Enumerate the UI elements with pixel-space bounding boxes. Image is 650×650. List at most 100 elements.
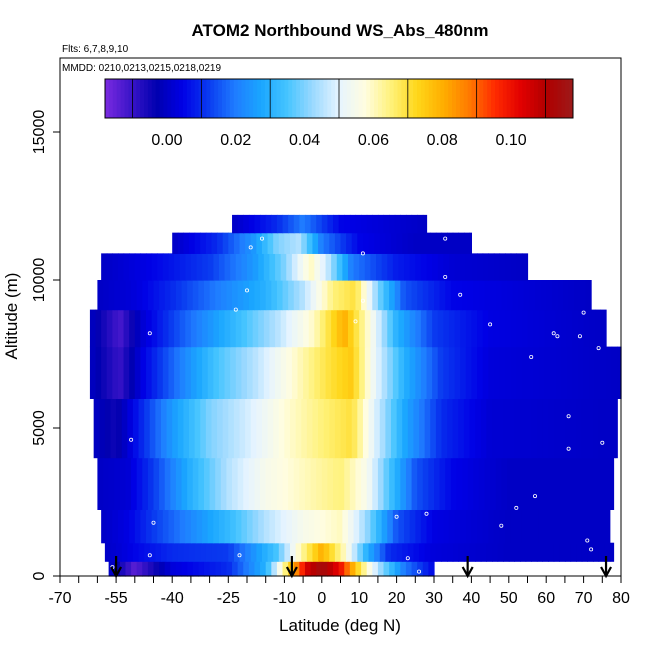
colorbar-segment (116, 79, 122, 118)
x-tick-label: 70 (575, 590, 593, 607)
heat-cell (108, 457, 115, 510)
heat-cell (316, 561, 323, 577)
heat-cell (443, 509, 450, 544)
heat-cell (400, 280, 407, 311)
heat-cell (263, 309, 271, 348)
colorbar-segment (132, 79, 137, 118)
colorbar-tick-label: 0.04 (289, 132, 320, 149)
colorbar-segment (186, 79, 192, 118)
colorbar-segment (284, 79, 289, 118)
colorbar-segment (432, 79, 437, 118)
heat-cell (564, 542, 572, 562)
heat-cell (121, 542, 128, 562)
heat-cell (594, 346, 602, 399)
heat-cell (168, 509, 175, 544)
heat-cell (288, 280, 295, 311)
heat-cell (97, 280, 104, 311)
heat-cell (89, 309, 97, 348)
x-tick-label: -40 (161, 590, 184, 607)
heat-cell (248, 457, 256, 510)
heat-cell (349, 561, 357, 577)
heat-cell (232, 214, 239, 234)
heat-cell (390, 232, 398, 254)
colorbar-tick-label: 0.08 (427, 132, 458, 149)
heat-cell (415, 253, 422, 281)
heat-cell (282, 561, 289, 577)
heat-cell (598, 542, 605, 562)
heat-cell (146, 253, 153, 281)
heat-cell (342, 346, 349, 399)
heat-cell (478, 280, 486, 311)
heat-cell (435, 232, 443, 254)
heat-cell (349, 214, 357, 234)
heat-cell (400, 561, 407, 577)
heat-cell (404, 346, 411, 399)
heat-cell (323, 398, 330, 459)
colorbar-segment (315, 79, 320, 118)
heat-cell (411, 561, 418, 577)
heat-cell (258, 309, 265, 348)
heat-cell (344, 214, 351, 234)
heat-cell (256, 232, 263, 254)
colorbar-segment (327, 79, 332, 118)
heat-cell (162, 309, 170, 348)
heat-cell (566, 346, 573, 399)
heat-cell (284, 398, 291, 459)
heat-cell (254, 214, 261, 234)
heat-cell (516, 346, 523, 399)
heat-cell (323, 542, 330, 562)
heat-cell (125, 280, 132, 311)
heat-cell (190, 309, 198, 348)
heat-cell (123, 346, 130, 399)
heat-cell (160, 542, 168, 562)
heat-cell (196, 509, 203, 544)
heat-cell (458, 398, 465, 459)
heat-cell (325, 253, 332, 281)
heat-cell (157, 346, 164, 399)
heat-cell (604, 398, 611, 459)
heat-cell (250, 398, 257, 459)
heat-cell (497, 398, 504, 459)
heat-cell (602, 457, 609, 510)
heat-cell (254, 457, 261, 510)
x-tick-label: 80 (612, 590, 630, 607)
heat-cell (381, 346, 388, 399)
heat-cell (370, 346, 377, 399)
heat-cell (570, 398, 577, 459)
heat-cell (162, 509, 170, 544)
heat-cell (310, 214, 317, 234)
colorbar-segment (190, 79, 196, 118)
heat-cell (200, 542, 207, 562)
heat-cell (159, 457, 166, 510)
colorbar-segment (354, 79, 359, 118)
heat-cell (301, 232, 308, 254)
heat-cell (445, 280, 452, 311)
heat-cell (362, 398, 370, 459)
heat-cell (250, 232, 257, 254)
heat-cell (318, 232, 325, 254)
heat-cell (185, 346, 192, 399)
heat-cell (424, 542, 431, 562)
heat-cell (362, 542, 370, 562)
heat-cell (404, 253, 411, 281)
heat-cell (458, 232, 465, 254)
heat-cell (179, 253, 186, 281)
heat-cell (441, 542, 448, 562)
heat-cell (149, 542, 156, 562)
heat-cell (132, 542, 140, 562)
heat-cell (217, 398, 224, 459)
heat-cell (402, 232, 409, 254)
heat-cell (536, 542, 544, 562)
heat-cell (592, 398, 600, 459)
heat-cell (325, 509, 332, 544)
colorbar-segment (569, 79, 574, 118)
heat-cell (310, 561, 317, 577)
heat-cell (101, 253, 108, 281)
colorbar-segment (553, 79, 558, 118)
colorbar-segment (159, 79, 164, 118)
heat-cell (510, 346, 517, 399)
heat-cell (568, 280, 575, 311)
dates-label: MMDD: 0210,0213,0215,0218,0219 (62, 63, 221, 74)
heat-cell (376, 346, 383, 399)
sample-point (488, 322, 493, 327)
